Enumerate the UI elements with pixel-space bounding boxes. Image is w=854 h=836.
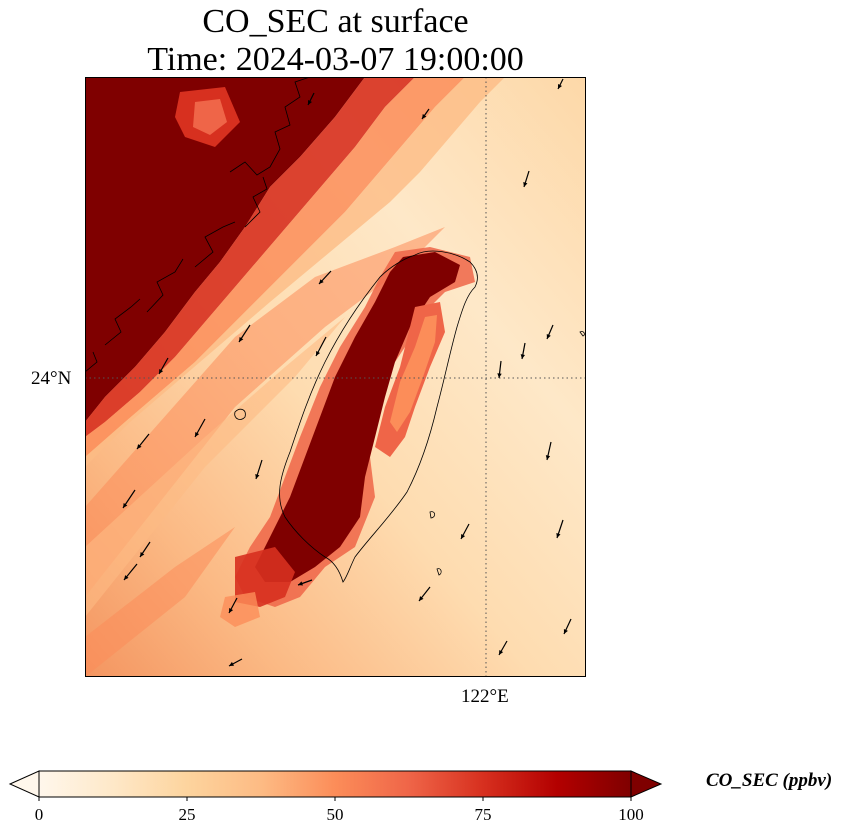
wind-arrowhead <box>499 650 504 655</box>
wind-arrowhead <box>520 354 525 359</box>
co-sec-field <box>85 77 586 677</box>
latitude-label: 24°N <box>31 368 72 389</box>
wind-arrowhead <box>461 533 466 539</box>
colorbar-tick-100: 100 <box>618 805 644 824</box>
wind-arrowhead <box>159 368 164 374</box>
wind-arrowhead <box>239 337 244 342</box>
wind-arrowhead <box>308 99 312 105</box>
colorbar <box>8 770 663 801</box>
map-title: CO_SEC at surface <box>202 3 469 40</box>
gridlines <box>85 77 586 677</box>
colorbar-label: CO_SEC (ppbv) <box>706 770 833 791</box>
colorbar-gradient <box>38 770 632 798</box>
wind-arrowhead <box>546 333 551 339</box>
wind-arrowhead <box>319 279 324 284</box>
wind-arrowhead <box>195 431 200 437</box>
wind-arrowhead <box>523 182 528 187</box>
colorbar-tick-25: 25 <box>178 805 196 824</box>
wind-arrowhead <box>255 474 260 479</box>
wind-arrowhead <box>123 503 128 508</box>
wind-arrowhead <box>229 607 234 613</box>
colorbar-min-extend <box>8 770 40 798</box>
colorbar-tick-0: 0 <box>34 805 44 824</box>
colorbar-tick-50: 50 <box>326 805 344 824</box>
coastline <box>85 77 585 583</box>
wind-arrowhead <box>497 373 502 378</box>
wind-arrowhead <box>422 114 427 119</box>
wind-arrowhead <box>556 533 561 538</box>
longitude-label: 122°E <box>461 686 509 707</box>
wind-arrowhead <box>316 350 321 356</box>
map-panel <box>85 77 586 677</box>
wind-arrowhead <box>419 596 424 601</box>
wind-arrowhead <box>558 83 562 89</box>
wind-arrowhead <box>140 552 145 557</box>
map-time: Time: 2024-03-07 19:00:00 <box>147 41 524 78</box>
colorbar-tick-75: 75 <box>474 805 492 824</box>
wind-vectors <box>122 78 572 667</box>
wind-arrowhead <box>137 444 142 449</box>
wind-arrowhead <box>124 575 129 580</box>
colorbar-max-extend <box>630 770 663 798</box>
wind-arrowhead <box>545 455 551 460</box>
wind-arrowhead <box>229 661 235 666</box>
wind-arrowhead <box>298 581 303 586</box>
wind-arrowhead <box>563 628 568 634</box>
